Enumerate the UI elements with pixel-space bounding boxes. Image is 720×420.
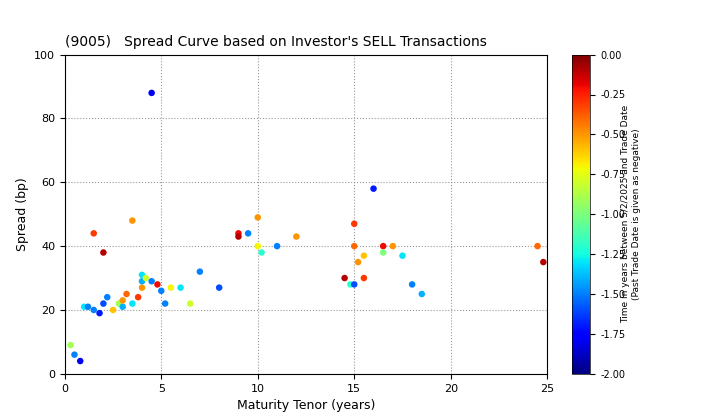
- Point: [387, 243, 399, 249]
- Point: [98, 300, 109, 307]
- Point: [348, 220, 360, 227]
- Point: [252, 243, 264, 249]
- Point: [416, 291, 428, 297]
- X-axis label: Maturity Tenor (years): Maturity Tenor (years): [237, 399, 375, 412]
- Point: [352, 259, 364, 265]
- Point: [159, 300, 171, 307]
- Point: [107, 307, 119, 313]
- Point: [175, 284, 186, 291]
- Point: [165, 284, 176, 291]
- Point: [194, 268, 206, 275]
- Point: [345, 281, 356, 288]
- Y-axis label: Spread (bp): Spread (bp): [16, 177, 29, 251]
- Point: [146, 89, 158, 96]
- Point: [94, 310, 105, 317]
- Point: [132, 294, 144, 301]
- Point: [82, 303, 94, 310]
- Point: [243, 230, 254, 237]
- Point: [358, 275, 369, 281]
- Point: [339, 275, 351, 281]
- Point: [213, 284, 225, 291]
- Point: [406, 281, 418, 288]
- Point: [146, 278, 158, 285]
- Point: [348, 281, 360, 288]
- Point: [68, 351, 80, 358]
- Point: [252, 214, 264, 221]
- Point: [233, 233, 244, 240]
- Point: [121, 291, 132, 297]
- Point: [184, 300, 196, 307]
- Point: [136, 278, 148, 285]
- Point: [152, 281, 163, 288]
- Point: [271, 243, 283, 249]
- Point: [74, 358, 86, 365]
- Point: [377, 243, 389, 249]
- Point: [233, 230, 244, 237]
- Point: [98, 249, 109, 256]
- Point: [113, 300, 125, 307]
- Point: [358, 252, 369, 259]
- Point: [156, 287, 167, 294]
- Y-axis label: Time in years between 5/2/2025 and Trade Date
(Past Trade Date is given as negat: Time in years between 5/2/2025 and Trade…: [621, 105, 641, 323]
- Point: [127, 217, 138, 224]
- Point: [88, 230, 99, 237]
- Point: [348, 243, 360, 249]
- Point: [136, 284, 148, 291]
- Point: [102, 294, 113, 301]
- Point: [368, 185, 379, 192]
- Point: [88, 307, 99, 313]
- Point: [136, 271, 148, 278]
- Point: [291, 233, 302, 240]
- Point: [538, 259, 549, 265]
- Point: [65, 342, 76, 349]
- Point: [397, 252, 408, 259]
- Point: [78, 303, 90, 310]
- Point: [256, 249, 267, 256]
- Text: (9005)   Spread Curve based on Investor's SELL Transactions: (9005) Spread Curve based on Investor's …: [65, 35, 487, 49]
- Point: [127, 300, 138, 307]
- Point: [377, 249, 389, 256]
- Point: [117, 303, 128, 310]
- Point: [117, 297, 128, 304]
- Point: [532, 243, 544, 249]
- Point: [140, 275, 152, 281]
